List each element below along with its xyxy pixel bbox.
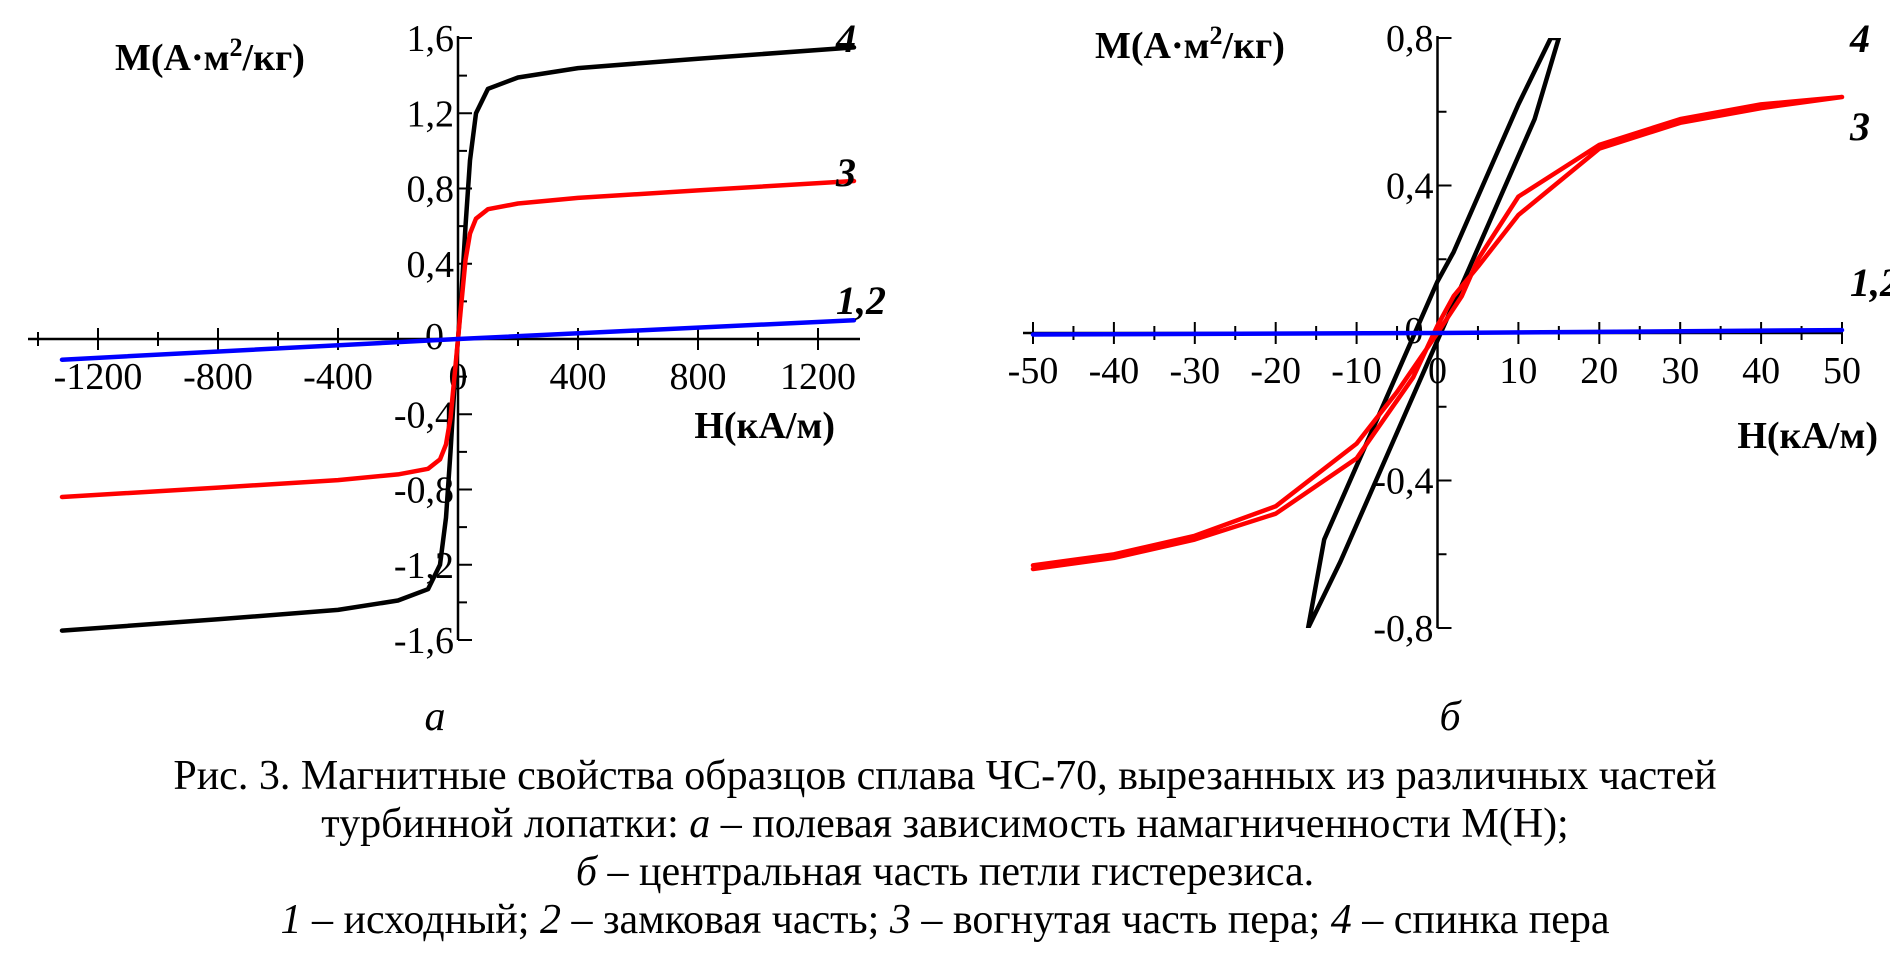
y-tick-label: 1,2 (407, 93, 455, 135)
x-axis-title: H(кА/м) (694, 405, 835, 447)
x-tick-label: 40 (1742, 350, 1780, 392)
panel-label-b: б (1439, 694, 1462, 740)
y-tick-label: 0,4 (407, 244, 455, 286)
x-tick-label: 0 (1428, 350, 1447, 392)
series-4-label: 4 (1849, 16, 1870, 61)
y-tick-label: -0,8 (394, 470, 454, 512)
series-3-label: 3 (835, 150, 856, 195)
y-tick-label: -0,4 (394, 394, 454, 436)
x-tick-label: 800 (670, 356, 727, 398)
series-1-2-line (1030, 327, 1845, 337)
chart-panel-b: -50 -40 -30 -20 -10 0 10 20 30 40 50-0,8-0,40,40,8… (1008, 16, 1890, 740)
y-tick-label: -1,6 (394, 620, 454, 662)
series-4-line (1305, 38, 1562, 628)
x-tick-label: 50 (1823, 350, 1861, 392)
x-tick-label: 400 (550, 356, 607, 398)
figure-caption: Рис. 3. Магнитные свойства образцов спла… (0, 752, 1890, 944)
series-1-2-label: 1,2 (1850, 260, 1890, 305)
x-tick-label: -1200 (54, 356, 143, 398)
panel-label-a: а (425, 694, 446, 740)
series-3-label: 3 (1849, 104, 1870, 149)
chart-panel-a: -1200 -800 -400 0 400 800 1200 -1,6 -1,2 -0,8 -0,4… (28, 16, 886, 740)
x-tick-label: -400 (303, 356, 373, 398)
x-tick-label: -800 (183, 356, 253, 398)
x-tick-label: 1200 (780, 356, 856, 398)
x-tick-label: -50 (1008, 350, 1059, 392)
y-tick-label: 0,8 (1386, 18, 1434, 60)
y-axis-title: M(A·м2/кг) (115, 33, 305, 79)
x-tick-label: 10 (1499, 350, 1537, 392)
series-3-line (1030, 94, 1845, 572)
origin-tick-label: 0 (425, 316, 444, 358)
y-axis-title: M(A·м2/кг) (1095, 21, 1285, 67)
series-4-label: 4 (835, 16, 856, 61)
y-tick-label: -1,2 (394, 545, 454, 587)
series-1-2-line (59, 317, 857, 362)
x-axis-title: H(кА/м) (1737, 415, 1878, 457)
y-tick-label: 0,4 (1386, 166, 1434, 208)
y-tick-label: 0,8 (407, 169, 455, 211)
x-tick-label: -30 (1169, 350, 1220, 392)
series-1-2-label: 1,2 (836, 278, 886, 323)
x-tick-label: -40 (1089, 350, 1140, 392)
x-tick-label: 20 (1580, 350, 1618, 392)
x-tick-label: -20 (1250, 350, 1301, 392)
caption-line-1: Рис. 3. Магнитные свойства образцов спла… (173, 753, 1717, 799)
y-tick-label: -0,8 (1373, 608, 1433, 650)
caption-line-3: б – центральная часть петли гистерезиса. (575, 849, 1315, 895)
caption-line-4: 1 – исходный; 2 – замковая часть; 3 – во… (280, 897, 1610, 943)
x-tick-label: -10 (1331, 350, 1382, 392)
caption-line-2: турбинной лопатки: а – полевая зависимос… (321, 801, 1569, 847)
x-tick-label: 30 (1661, 350, 1699, 392)
y-tick-label: 1,6 (407, 18, 455, 60)
